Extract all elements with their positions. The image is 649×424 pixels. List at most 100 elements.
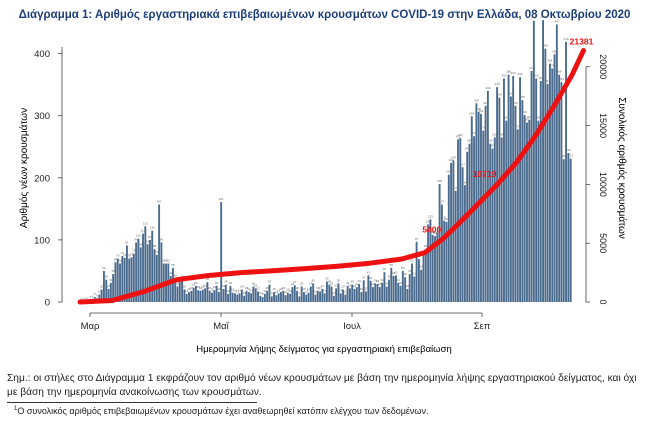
bar-value-label: 25 <box>252 281 256 285</box>
bar <box>305 294 308 302</box>
bar-value-label: 78 <box>132 249 136 253</box>
bar <box>261 297 264 302</box>
bar <box>429 219 432 302</box>
bar-value-label: 24 <box>371 282 375 286</box>
bar-value-label: 74 <box>121 251 125 255</box>
bar <box>362 280 365 302</box>
bar <box>374 283 377 302</box>
bar <box>498 97 501 303</box>
bar-value-label: 21 <box>321 284 325 288</box>
bar-value-label: 13 <box>185 289 189 293</box>
bar <box>188 292 190 302</box>
bar <box>247 292 250 302</box>
bar-value-label: 31 <box>109 278 113 282</box>
bar <box>148 239 151 302</box>
bar <box>192 287 195 302</box>
x-tick-label: Μαρ <box>81 321 100 332</box>
bar-value-label: 331 <box>508 91 513 95</box>
footnote-mark: 1 <box>14 406 18 412</box>
bar <box>535 78 538 302</box>
bar <box>542 20 544 302</box>
bar-value-label: 129 <box>444 217 449 221</box>
bar <box>227 293 230 302</box>
bar-value-label: 399 <box>552 49 557 53</box>
bar <box>183 289 186 302</box>
bar <box>146 244 149 302</box>
bar <box>176 286 179 302</box>
bar-value-label: 96 <box>134 237 138 241</box>
bar <box>220 202 223 302</box>
bar-value-label: 16 <box>279 287 283 291</box>
bar-value-label: 29 <box>357 279 361 283</box>
bar-value-label: 106 <box>432 231 437 235</box>
bar <box>266 290 269 302</box>
bar <box>119 263 121 302</box>
bar <box>509 96 512 302</box>
bar <box>569 158 572 302</box>
bar <box>473 136 476 302</box>
bar-value-label: 100 <box>147 235 152 239</box>
bar-value-label: 320 <box>474 98 479 102</box>
bar-value-label: 28 <box>351 280 355 284</box>
annotations-group: 5400 10719 21381 <box>422 37 593 235</box>
bar-value-label: 17 <box>318 286 322 290</box>
bar <box>355 287 358 302</box>
bar-value-label: 366 <box>557 70 562 74</box>
bar-value-label: 19 <box>197 285 201 289</box>
bar <box>132 253 135 302</box>
bar <box>197 290 200 302</box>
bar <box>521 100 524 302</box>
bar <box>316 290 319 302</box>
bar <box>399 285 402 302</box>
bar-value-label: 301 <box>522 110 527 114</box>
bar <box>102 270 105 302</box>
bar <box>298 296 301 302</box>
bar-value-label: 42 <box>169 271 173 275</box>
bar <box>125 245 128 302</box>
bar-value-label: 36 <box>387 275 391 279</box>
bar <box>491 148 494 302</box>
bar-value-label: 384 <box>547 59 552 63</box>
bar-value-label: 15 <box>286 288 290 292</box>
bar <box>415 241 418 302</box>
bar <box>181 279 184 302</box>
bar <box>211 292 213 302</box>
bar <box>530 71 533 302</box>
bar <box>307 292 310 302</box>
bar-value-label: 18 <box>208 286 212 290</box>
bar-value-label: 6 <box>96 293 98 297</box>
bar <box>158 204 161 302</box>
bar-value-label: 70 <box>128 254 132 258</box>
bar <box>553 54 556 302</box>
bar <box>342 289 344 302</box>
bar-value-label: 102 <box>136 234 141 238</box>
bar-value-label: 28 <box>224 280 228 284</box>
bar-value-label: 26 <box>346 281 350 285</box>
bar <box>484 105 487 302</box>
bar <box>344 294 347 302</box>
bar-value-label: 14 <box>339 288 343 292</box>
bar <box>431 234 434 302</box>
bar-value-label: 157 <box>157 200 162 204</box>
bar <box>321 288 324 302</box>
bar <box>105 279 108 302</box>
bar <box>420 269 423 302</box>
bar <box>523 115 526 302</box>
bar-value-label: 17 <box>256 286 260 290</box>
bar <box>215 285 218 302</box>
bar <box>268 284 271 302</box>
bar <box>201 289 204 302</box>
bar-value-label: 24 <box>355 282 359 286</box>
bar <box>526 122 528 302</box>
bar <box>454 190 457 302</box>
bar-value-label: 8 <box>94 292 96 296</box>
bar <box>351 284 354 302</box>
bar <box>280 292 282 302</box>
bar <box>565 41 567 302</box>
y-tick-label: 0 <box>45 298 50 309</box>
bar-value-label: 93 <box>146 239 150 243</box>
bar-value-label: 14 <box>277 288 281 292</box>
bar-value-label: 2 <box>85 296 87 300</box>
bar <box>238 293 241 302</box>
bar <box>326 281 328 302</box>
